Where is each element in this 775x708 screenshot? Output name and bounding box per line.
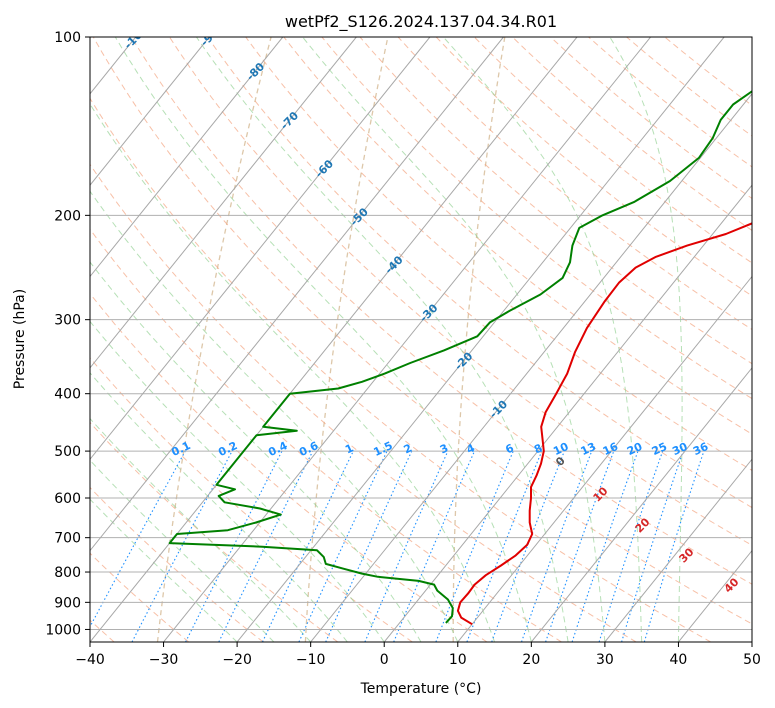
x-tick-label: 10 — [449, 652, 467, 668]
mixing-ratio-line — [571, 450, 639, 642]
plot-frame — [89, 36, 753, 643]
dry-adiabat-line — [92, 37, 752, 625]
isotherm-line — [236, 37, 725, 642]
y-tick-label: 600 — [54, 491, 81, 507]
mixing-ratio-line — [621, 450, 684, 642]
y-tick-label: 700 — [54, 531, 81, 547]
x-tick-label: −30 — [149, 652, 179, 668]
moist-adiabat-line — [90, 103, 496, 642]
moist-adiabat-line — [442, 37, 643, 642]
moist-adiabat-line — [90, 320, 385, 642]
isotherm-line — [90, 37, 284, 278]
plot-background — [90, 37, 752, 642]
dry-adiabat-line — [169, 37, 752, 546]
moist-adiabat-line — [114, 37, 532, 642]
mixing-ratio-line — [218, 450, 314, 642]
isotherm-line — [383, 184, 752, 642]
x-tick-label: 50 — [743, 652, 761, 668]
moist-adiabat-line — [90, 261, 422, 642]
y-tick-label: 400 — [54, 387, 81, 403]
moist-adiabat-line — [302, 37, 606, 642]
y-tick-label: 500 — [54, 444, 81, 460]
mixing-ratio-line — [393, 450, 476, 642]
x-tick-label: −10 — [296, 652, 326, 668]
mixing-ratio-line — [298, 450, 388, 642]
theta-e-line — [304, 37, 389, 642]
mixing-ratio-label: 10 — [551, 440, 571, 458]
isotherm-line — [310, 92, 752, 642]
dry-adiabat-line — [207, 37, 752, 509]
moist-adiabat-line — [195, 37, 569, 642]
mixing-ratio-label: 13 — [579, 440, 598, 458]
theta-e-line — [452, 37, 506, 642]
mixing-ratio-line — [520, 450, 593, 642]
y-tick-label: 1000 — [45, 622, 81, 638]
isotherm-line — [751, 641, 752, 642]
dry-adiabat-line — [283, 37, 752, 435]
mixing-ratio-label: 30 — [670, 440, 690, 458]
x-tick-label: −20 — [222, 652, 252, 668]
dry-adiabat-line — [90, 292, 488, 642]
mixing-ratio-label: 36 — [691, 440, 711, 458]
dry-adiabat-line — [550, 37, 752, 200]
mixing-ratio-label: 20 — [625, 440, 645, 458]
moist-adiabat-line — [90, 190, 459, 642]
isotherm-line — [457, 275, 752, 642]
mixing-ratio-line — [325, 450, 413, 642]
dry-adiabat-line — [359, 37, 752, 365]
moist-adiabat-line — [90, 417, 312, 642]
dry-adiabat-line — [90, 486, 264, 642]
mixing-ratio-line — [545, 450, 615, 642]
mixing-ratio-label: 16 — [601, 440, 621, 458]
x-tick-label: 0 — [380, 652, 389, 668]
x-tick-label: 30 — [596, 652, 614, 668]
mixing-ratio-line — [598, 450, 664, 642]
y-tick-label: 900 — [54, 595, 81, 611]
chart-title: wetPf2_S126.2024.137.04.34.R01 — [285, 12, 557, 32]
x-axis-label: Temperature (°C) — [360, 681, 482, 697]
mixing-ratio-line — [262, 450, 354, 642]
x-tick-label: 20 — [522, 652, 540, 668]
y-tick-label: 800 — [54, 565, 81, 581]
x-tick-label: 40 — [670, 652, 688, 668]
isotherm-line — [0, 37, 62, 642]
y-tick-label: 200 — [54, 208, 81, 224]
isotherm-line — [90, 37, 504, 552]
moist-adiabat-line — [609, 37, 683, 642]
isotherm-line — [90, 37, 210, 186]
mixing-ratio-line — [90, 450, 186, 628]
dry-adiabat-line — [90, 228, 562, 642]
y-tick-label: 300 — [54, 313, 81, 329]
dewpoint-profile-line — [168, 90, 752, 624]
moist-adiabat-line — [90, 498, 238, 642]
dry-adiabat-line — [397, 37, 752, 331]
x-tick-label: −40 — [75, 652, 105, 668]
isotherm-line — [163, 37, 651, 642]
isotherm-line — [530, 367, 752, 642]
isotherm-line — [90, 37, 431, 461]
isotherm-line — [90, 37, 357, 369]
mixing-ratio-line — [643, 450, 705, 642]
temperature-profile-line — [456, 222, 752, 626]
dry-adiabat-line — [90, 97, 712, 642]
dry-adiabat-line — [90, 163, 637, 642]
mixing-ratio-line — [364, 450, 449, 642]
isotherm-label: -90 — [198, 25, 221, 48]
y-axis-label: Pressure (hPa) — [12, 289, 28, 389]
y-tick-label: 100 — [54, 30, 81, 46]
isotherm-line — [604, 458, 752, 642]
mixing-ratio-label: 25 — [650, 440, 669, 458]
